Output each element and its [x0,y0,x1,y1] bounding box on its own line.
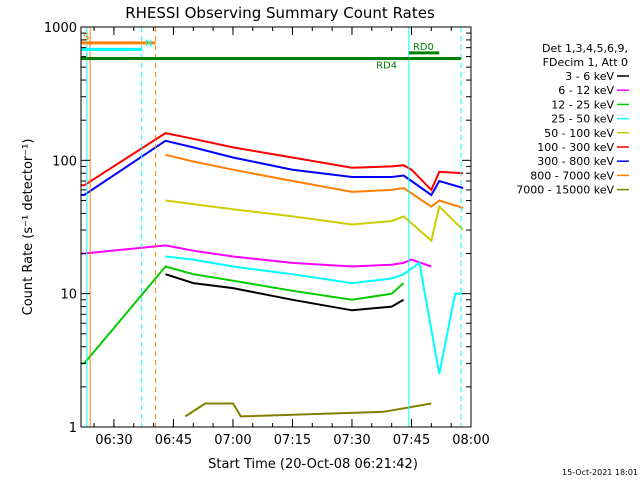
series-line-12-25-kev [81,265,405,365]
x-axis-label: Start Time (20-Oct-08 06:21:42) [208,457,418,472]
x-tick-label: 08:00 [452,433,489,448]
y-axis-label: Count Rate (s⁻¹ detector⁻¹) [21,139,36,316]
plot-frame [80,26,472,428]
chart-title: RHESSI Observing Summary Count Rates [125,4,435,22]
vertical-lines-layer [86,27,462,427]
x-tick-label: 07:45 [393,433,430,448]
x-tick-label: 06:30 [95,433,132,448]
y-tick-label: 10 [60,288,77,303]
x-tick-label: 07:15 [274,433,311,448]
legend-header-line-1: Det 1,3,4,5,6,9, [542,42,628,55]
series-line-100-300-kev [81,132,464,192]
x-tick-label: 07:00 [214,433,251,448]
axes-layer: 06:30 06:45 07:00 07:15 07:30 07:45 08:00 1 10 10… [44,21,490,448]
annotation-label-n: N [145,38,152,49]
legend-entry-6-12-kev: 6 - 12 keV [558,84,614,97]
x-tick-label: 06:45 [155,433,192,448]
annotation-label-rd0: RD0 [413,42,434,53]
legend-entry-25-50-kev: 25 - 50 keV [551,113,614,126]
footer-timestamp: 15-Oct-2021 18:01 [562,468,638,477]
x-tick-label: 07:30 [333,433,370,448]
y-tick-label: 1 [69,421,77,436]
legend-entry-800-7000-kev: 800 - 7000 keV [530,169,614,182]
legend-entry-300-800-kev: 300 - 800 keV [537,155,614,168]
annotation-label-rd4: RD4 [376,61,397,72]
legend-entry-12-25-kev: 12 - 25 keV [551,98,614,111]
legend: Det 1,3,4,5,6,9, FDecim 1, Att 0 3 - 6 k… [516,42,629,197]
series-line-6-12-kev [81,244,432,268]
legend-entry-50-100-kev: 50 - 100 keV [544,127,614,140]
legend-entry-3-6-kev: 3 - 6 keV [565,70,614,83]
series-layer [81,132,464,418]
annotations-layer: S N RD4 RD0 [81,32,462,72]
y-tick-label: 1000 [44,21,77,36]
series-line-25-50-kev [165,255,464,375]
series-line-50-100-kev [165,199,464,243]
legend-entry-7000-15000-kev: 7000 - 15000 keV [516,184,614,197]
annotation-label-s: S [83,32,89,43]
series-line-3-6-kev [165,273,405,312]
series-line-300-800-kev [81,139,464,197]
legend-header-line-2: FDecim 1, Att 0 [543,56,628,69]
legend-entry-100-300-kev: 100 - 300 keV [537,141,614,154]
y-tick-label: 100 [52,154,77,169]
series-line-7000-15000-kev [184,402,432,418]
series-line-800-7000-kev [165,153,464,209]
